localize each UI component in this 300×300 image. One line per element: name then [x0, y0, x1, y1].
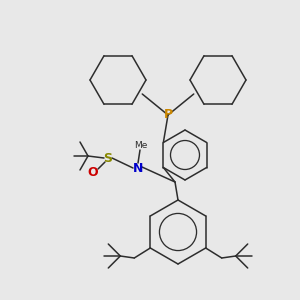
Text: N: N — [133, 161, 143, 175]
Text: S: S — [103, 152, 112, 164]
Text: P: P — [164, 109, 172, 122]
Text: O: O — [88, 167, 98, 179]
Text: Me: Me — [134, 140, 148, 149]
